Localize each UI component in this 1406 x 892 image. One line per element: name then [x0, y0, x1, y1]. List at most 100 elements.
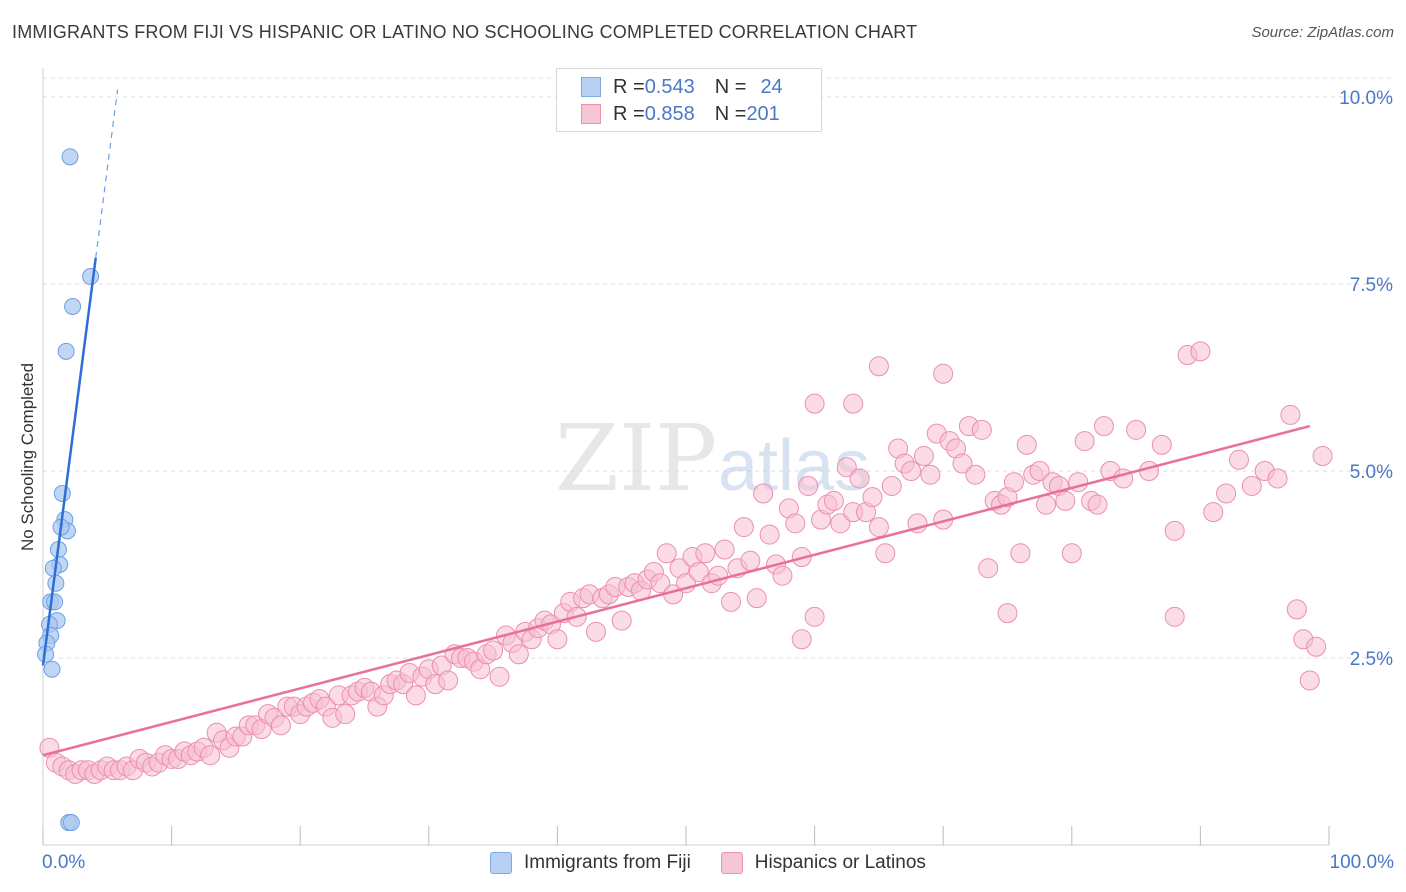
hispanics-point [1010, 543, 1031, 564]
hispanics-point [1286, 599, 1307, 620]
hispanics-point [1190, 341, 1211, 362]
y-tick-label: 5.0% [1350, 462, 1393, 483]
hispanics-point [270, 715, 291, 736]
legend-label-hispanics: Hispanics or Latinos [754, 852, 926, 873]
hispanics-trend-line [42, 424, 1311, 757]
hispanics-point [1093, 416, 1114, 437]
y-tick-label: 2.5% [1350, 649, 1393, 670]
hispanics-point [997, 603, 1018, 624]
hispanics-point [1280, 404, 1301, 425]
hispanics-point [868, 356, 889, 377]
hispanics-point [740, 550, 761, 571]
hispanics-point [1126, 419, 1147, 440]
hispanics-points [39, 341, 1333, 784]
series-legend: Immigrants from Fiji Hispanics or Latino… [490, 852, 956, 874]
hispanics-point [714, 539, 735, 560]
y-tick-label: 10.0% [1339, 88, 1393, 109]
legend-row-hispanics: R = 0.858 N = 201 [581, 102, 780, 126]
hispanics-point [901, 461, 922, 481]
y-tick-label: 7.5% [1350, 275, 1393, 296]
hispanics-point [952, 453, 973, 474]
legend-swatch-hispanics [581, 104, 601, 124]
axes-layer [42, 68, 1330, 846]
hispanics-point [1036, 494, 1057, 515]
hispanics-point [881, 475, 902, 496]
hispanics-point [772, 565, 793, 586]
fiji-point [47, 574, 65, 592]
hispanics-point [1087, 494, 1108, 515]
hispanics-point [1016, 434, 1037, 455]
hispanics-point [508, 644, 529, 665]
legend-swatch-fiji [490, 852, 512, 874]
trend-layer [41, 89, 1311, 757]
hispanics-point [849, 468, 870, 489]
legend-item-fiji[interactable]: Immigrants from Fiji [490, 852, 691, 874]
hispanics-point [759, 524, 780, 545]
fiji-point [61, 148, 79, 166]
fiji-point [44, 559, 62, 577]
correlation-legend: R = 0.543 N = 24 R = 0.858 N = 201 [556, 68, 822, 132]
hispanics-point [875, 543, 896, 564]
hispanics-point [438, 670, 459, 691]
hispanics-point [798, 475, 819, 496]
hispanics-point [335, 704, 356, 725]
hispanics-point [483, 640, 504, 661]
hispanics-point [1312, 446, 1333, 467]
legend-r-value-fiji: 0.543 [644, 75, 695, 98]
hispanics-point [1216, 483, 1237, 504]
hispanics-point [804, 393, 825, 414]
fiji-point [82, 268, 100, 286]
hispanics-point [978, 558, 999, 579]
legend-item-hispanics[interactable]: Hispanics or Latinos [720, 852, 926, 874]
fiji-points [37, 148, 100, 832]
hispanics-point [868, 517, 889, 538]
fiji-point [57, 342, 75, 360]
hispanics-point [1299, 670, 1320, 691]
x-tick-label-min: 0.0% [42, 852, 86, 873]
fiji-point [46, 593, 64, 611]
hispanics-point [804, 606, 825, 627]
hispanics-point [1151, 434, 1172, 455]
hispanics-point [585, 621, 606, 642]
hispanics-point [1055, 490, 1076, 511]
hispanics-point [1003, 472, 1024, 493]
hispanics-point [1164, 520, 1185, 541]
hispanics-point [920, 464, 941, 485]
hispanics-point [746, 588, 767, 609]
hispanics-point [843, 393, 864, 414]
hispanics-point [695, 543, 716, 564]
hispanics-point [688, 561, 709, 582]
hispanics-point [836, 457, 857, 478]
hispanics-point [733, 517, 754, 538]
hispanics-point [405, 685, 426, 706]
hispanics-point [1061, 543, 1082, 564]
legend-n-label: N = [714, 102, 747, 125]
hispanics-point [785, 513, 806, 534]
legend-n-label: N = [714, 75, 747, 98]
legend-n-value-fiji: 24 [760, 75, 783, 98]
legend-row-fiji: R = 0.543 N = 24 [581, 75, 783, 99]
hispanics-point [830, 513, 851, 534]
hispanics-point [200, 745, 221, 766]
fiji-point [53, 484, 71, 502]
hispanics-point [913, 446, 934, 467]
legend-swatch-hispanics [720, 852, 743, 874]
hispanics-point [1228, 449, 1249, 470]
watermark-zip: ZIP [555, 405, 717, 512]
hispanics-point [823, 490, 844, 511]
hispanics-point [650, 573, 671, 594]
hispanics-point [547, 629, 568, 650]
fiji-trend-extension [95, 89, 119, 258]
chart-title: IMMIGRANTS FROM FIJI VS HISPANIC OR LATI… [12, 22, 918, 42]
hispanics-point [721, 591, 742, 612]
hispanics-point [1138, 461, 1159, 481]
hispanics-point [971, 419, 992, 440]
hispanics-point [656, 543, 677, 564]
hispanics-point [1267, 468, 1288, 489]
source-attribution: Source: ZipAtlas.com [1251, 24, 1394, 41]
hispanics-point [862, 487, 883, 508]
hispanics-point [933, 363, 954, 384]
hispanics-point [489, 666, 510, 687]
hispanics-point [1029, 461, 1050, 481]
